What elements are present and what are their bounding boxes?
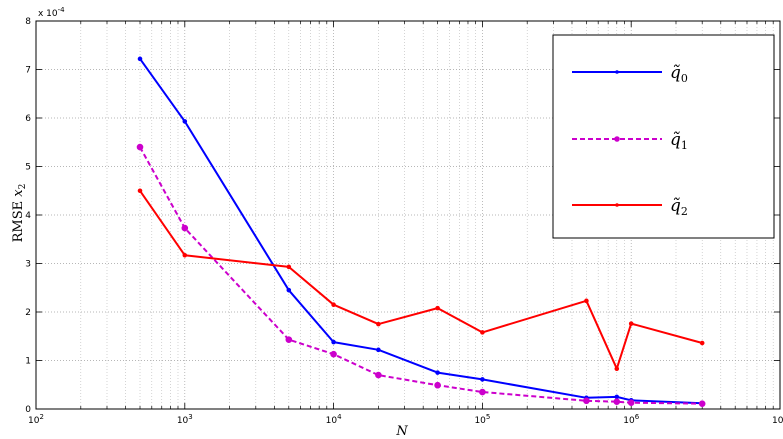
data-point-series-2	[699, 340, 705, 346]
data-point-series-2	[435, 305, 440, 311]
legend: q̃0 q̃1 q̃2	[552, 34, 775, 239]
data-point-series-2	[480, 330, 485, 335]
data-point-series-1	[375, 371, 382, 379]
legend-marker-2	[615, 203, 619, 207]
data-point-series-2	[376, 321, 381, 327]
data-point-series-1	[627, 399, 635, 406]
data-point-series-0	[376, 347, 381, 353]
y-axis-label: RMSE x2	[11, 184, 28, 243]
legend-label-0: q̃0	[670, 63, 688, 85]
data-point-series-0	[137, 56, 143, 62]
data-point-series-0	[286, 287, 292, 293]
data-point-series-2	[614, 366, 620, 372]
data-point-series-2	[286, 264, 292, 270]
data-point-series-1	[698, 400, 706, 407]
y-tick-label: 3	[25, 260, 31, 270]
legend-marker-1	[614, 136, 620, 142]
data-point-series-0	[614, 394, 620, 400]
y-tick-label: 2	[25, 308, 31, 318]
y-tick-label: 0	[25, 405, 31, 415]
legend-items: q̃0 q̃1 q̃2	[572, 63, 688, 218]
data-point-series-1	[285, 336, 293, 343]
x-tick-label: 103	[177, 413, 193, 426]
axis-ticks: 102 103 104 105 106 107 0 1 2 3 4 5 6 7 8	[25, 17, 783, 426]
data-point-series-0	[435, 370, 440, 375]
series-group	[136, 56, 706, 407]
y-tick-label: 8	[25, 17, 31, 27]
x-axis-label: N	[395, 424, 408, 439]
data-point-series-1	[583, 397, 590, 405]
legend-marker-0	[615, 70, 619, 74]
y-multiplier: x 10-4	[38, 6, 65, 19]
data-point-series-1	[136, 143, 144, 151]
x-tick-label: 102	[28, 413, 44, 426]
data-point-series-0	[480, 377, 485, 382]
data-point-series-2	[182, 252, 188, 258]
x-tick-label: 107	[772, 413, 783, 426]
legend-box	[552, 34, 775, 239]
data-point-series-2	[137, 188, 143, 194]
y-tick-label: 5	[25, 163, 31, 173]
data-point-series-1	[613, 398, 621, 406]
y-tick-label: 7	[25, 66, 31, 76]
y-tick-label: 4	[25, 211, 31, 221]
data-point-series-0	[331, 339, 336, 345]
data-point-series-1	[181, 224, 189, 232]
data-point-series-2	[584, 298, 589, 304]
data-point-series-1	[330, 350, 337, 358]
x-tick-label: 105	[474, 413, 490, 426]
data-point-series-0	[182, 119, 188, 124]
x-tick-label: 104	[326, 413, 342, 426]
data-point-series-1	[479, 388, 486, 396]
y-tick-label: 6	[25, 114, 31, 124]
legend-label-2: q̃2	[670, 196, 688, 218]
data-point-series-2	[331, 302, 336, 308]
x-tick-label: 106	[623, 413, 639, 426]
legend-label-1: q̃1	[670, 130, 688, 152]
data-point-series-2	[628, 321, 634, 326]
y-tick-label: 1	[25, 357, 31, 367]
data-point-series-1	[434, 381, 441, 389]
